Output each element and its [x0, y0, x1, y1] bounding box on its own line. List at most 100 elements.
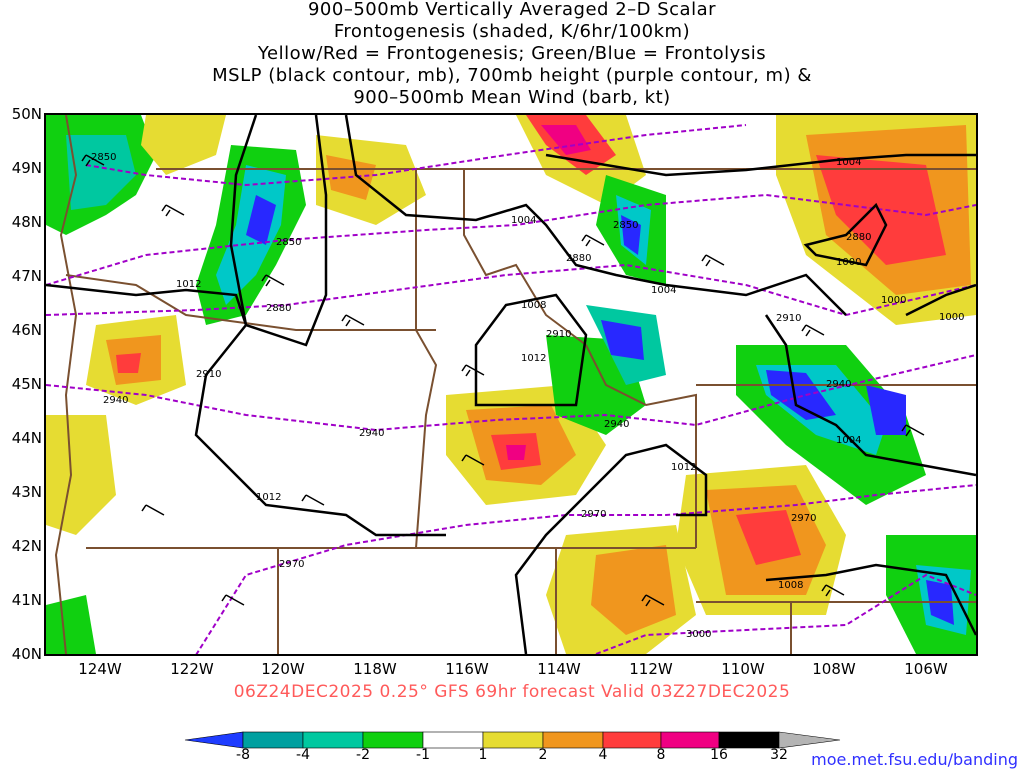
mslp-label: 1004 [651, 285, 676, 296]
frontolysis-strong-area [601, 320, 644, 360]
frontogenesis-strong-area [116, 353, 141, 373]
colorbar-label: 1 [478, 747, 488, 763]
mslp-contour [905, 283, 976, 317]
frontolysis-strong-area [766, 370, 836, 420]
lat-label-43n: 43N [11, 483, 42, 501]
lat-label-50n: 50N [11, 105, 42, 123]
mslp-label: 1004 [511, 215, 536, 226]
height-label: 2850 [276, 237, 301, 248]
lon-label-106w: 106W [904, 660, 948, 678]
mslp-label: 1004 [836, 435, 861, 446]
colorbar-label: 4 [598, 747, 608, 763]
border-id-mt [463, 169, 697, 548]
height-label: 2850 [613, 220, 638, 231]
title-line-1: 900–500mb Vertically Averaged 2–D Scalar [307, 0, 717, 20]
mslp-contour [514, 443, 708, 654]
wind-barb [341, 314, 365, 327]
colorbar-label: 32 [770, 747, 788, 763]
lat-label-49n: 49N [11, 159, 42, 177]
colorbar-swatch [602, 731, 662, 749]
height-label: 2880 [566, 253, 591, 264]
mslp-label: 1008 [521, 300, 546, 311]
frontogenesis-area [591, 545, 676, 635]
frontogenesis-area [46, 415, 116, 535]
lat-label-48n: 48N [11, 213, 42, 231]
height-contour [46, 354, 976, 432]
colorbar-label: -8 [236, 747, 250, 763]
lon-label-124w: 124W [78, 660, 122, 678]
colorbar-swatch [362, 731, 424, 749]
height-label: 2850 [91, 152, 116, 163]
lon-label-120w: 120W [261, 660, 305, 678]
frontogenesis-extreme-area [541, 125, 591, 155]
wind-barb [581, 234, 605, 247]
wind-barb [701, 254, 725, 267]
mslp-contour [474, 293, 588, 407]
frontogenesis-extreme-area [506, 445, 526, 460]
height-contour [85, 124, 747, 187]
mslp-contours [46, 115, 976, 654]
colorbar-swatch [242, 731, 304, 749]
mslp-label: 1008 [778, 580, 803, 591]
lat-label-45n: 45N [11, 375, 42, 393]
height-label: 3000 [686, 629, 711, 640]
wind-barb [261, 274, 285, 287]
wind-barb [801, 324, 825, 337]
frontolysis-area [46, 595, 96, 654]
height-label: 2940 [103, 395, 128, 406]
wind-barb [161, 204, 185, 217]
lat-label-46n: 46N [11, 321, 42, 339]
map-canvas: 1004 1004 1004 1008 1012 1012 1012 1000 … [46, 115, 976, 654]
height-label: 2910 [196, 369, 221, 380]
wind-barb [821, 584, 845, 597]
colorbar-swatch [660, 731, 720, 749]
forecast-map: 1004 1004 1004 1008 1012 1012 1012 1000 … [44, 113, 978, 656]
mslp-label: 1012 [671, 462, 696, 473]
height-contour [595, 573, 976, 654]
mslp-label: 1004 [836, 157, 861, 168]
mslp-label: 1000 [939, 312, 964, 323]
wind-barb [81, 154, 105, 167]
title-line-4: MSLP (black contour, mb), 700mb height (… [212, 65, 812, 86]
height-label: 2940 [604, 419, 629, 430]
height-label: 2910 [776, 313, 801, 324]
lon-label-116w: 116W [445, 660, 489, 678]
lat-label-44n: 44N [11, 429, 42, 447]
mslp-label: 1000 [836, 257, 861, 268]
lat-label-40n: 40N [11, 645, 42, 663]
lon-label-112w: 112W [629, 660, 673, 678]
frontolysis-area [66, 135, 136, 210]
mslp-contour [229, 115, 328, 347]
wind-barbs [81, 154, 925, 607]
wind-barb [461, 364, 485, 377]
mslp-contour [344, 115, 847, 316]
frontolysis-strong-area [866, 385, 906, 435]
colorbar-swatch [302, 731, 364, 749]
height-label: 2910 [546, 329, 571, 340]
colorbar-swatch [718, 731, 780, 749]
mslp-label: 1012 [256, 492, 281, 503]
coastline [54, 115, 78, 654]
credit-link[interactable]: moe.met.fsu.edu/banding [811, 750, 1018, 769]
height-label: 2970 [279, 559, 304, 570]
lon-label-108w: 108W [812, 660, 856, 678]
colorbar-label: 16 [710, 747, 728, 763]
colorbar-swatch [542, 731, 604, 749]
mslp-contour [765, 563, 976, 636]
frontogenesis-strong-area [736, 510, 801, 565]
mslp-label: 1000 [881, 295, 906, 306]
lon-label-122w: 122W [170, 660, 214, 678]
height-contour [46, 193, 976, 286]
frontolysis-strong-area [621, 215, 641, 255]
mslp-label: 1012 [521, 353, 546, 364]
mslp-label: 1012 [176, 279, 201, 290]
colorbar-label: -4 [296, 747, 310, 763]
lat-label-41n: 41N [11, 591, 42, 609]
frontolysis-strong-area [246, 195, 276, 245]
lat-label-42n: 42N [11, 537, 42, 555]
wind-barb [461, 454, 485, 466]
lon-label-114w: 114W [537, 660, 581, 678]
lat-label-47n: 47N [11, 267, 42, 285]
border-or-wa [65, 274, 436, 331]
height-label: 2970 [791, 513, 816, 524]
